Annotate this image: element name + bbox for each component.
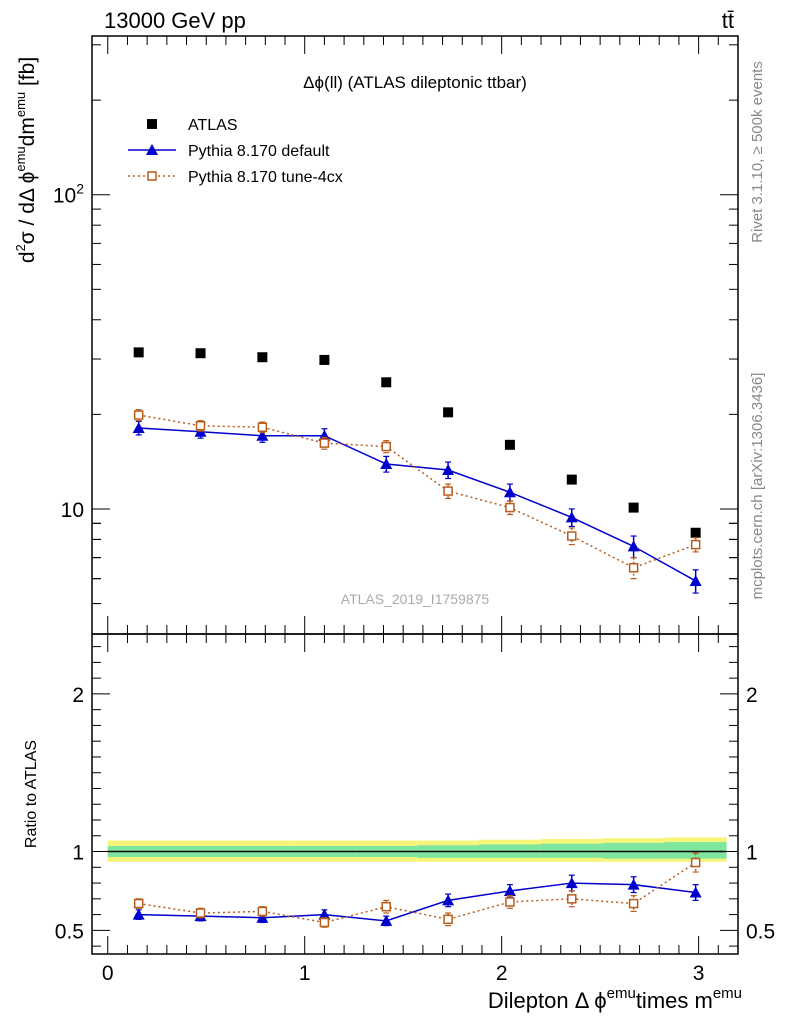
pythia-8-170-tune-4cx-point — [133, 410, 144, 420]
atlas-point — [257, 352, 268, 363]
ratio-y-axis-label: Ratio to ATLAS — [23, 740, 40, 848]
ratio-pythia-8-170-default-point — [689, 886, 702, 898]
ratio-pythia-8-170-default-point — [503, 884, 516, 896]
legend-label: Pythia 8.170 tune-4cx — [188, 169, 343, 186]
pythia-8-170-tune-4cx-point — [257, 422, 268, 432]
y-tick-label: 102 — [53, 181, 84, 208]
ratio-pythia-8-170-tune-4cx-point — [133, 898, 144, 909]
ratio-pythia-8-170-default-line — [138, 882, 696, 922]
pythia-8-170-tune-4cx-point — [195, 420, 206, 431]
legend-marker — [147, 119, 157, 129]
pythia-8-170-default-point — [565, 511, 578, 523]
x-tick-label: 1 — [299, 962, 311, 985]
ratio-y-tick-label-left: 1 — [72, 842, 84, 865]
rivet-version-label: Rivet 3.1.10, ≥ 500k events — [749, 61, 766, 243]
ratio-pythia-8-170-tune-4cx-point — [628, 898, 639, 909]
atlas-point — [443, 407, 454, 418]
atlas-point — [133, 347, 144, 358]
pythia-8-170-default-point — [689, 574, 702, 586]
atlas-point — [504, 439, 515, 450]
pythia-8-170-default-point — [380, 458, 393, 470]
ratio-y-tick-label-left: 2 — [72, 684, 84, 707]
ratio-y-tick-label-right: 2 — [746, 684, 758, 707]
legend: ATLAS Pythia 8.170 default Pythia 8.170 tu… — [128, 117, 343, 186]
main-y-tick-labels: 10 102 — [53, 181, 84, 522]
x-tick-label: 2 — [496, 962, 508, 985]
pythia-8-170-tune-4cx-point — [690, 539, 701, 550]
ratio-tick-labels: 0.5 0.5 1 1 2 2 0 1 2 3 — [55, 684, 775, 985]
ratio-pythia-8-170-tune-4cx-point — [257, 906, 268, 917]
pythia-8-170-default-line — [138, 427, 697, 582]
ratio-pythia-8-170-default-point — [380, 914, 393, 926]
x-tick-label: 0 — [102, 962, 114, 985]
ratio-y-tick-label-right: 0.5 — [746, 920, 775, 943]
x-tick-label: 3 — [693, 962, 705, 985]
ratio-panel: 0.5 0.5 1 1 2 2 0 1 2 3 Ratio to ATLAS Dilepton Δ… — [23, 633, 775, 1013]
ratio-pythia-8-170-tune-4cx-point — [381, 901, 391, 912]
pythia-8-170-default-point — [627, 540, 640, 552]
atlas-point — [628, 502, 639, 513]
main-panel: 10 102 Δϕ(ll) (ATLAS dileptonic ttbar) AT… — [13, 35, 739, 635]
ratio-pythia-8-170-tune-4cx-line — [138, 861, 697, 924]
process-label: tt̄ — [722, 8, 734, 33]
inner-band — [540, 843, 603, 858]
pythia-8-170-tune-4cx-point — [567, 531, 577, 541]
legend-marker — [147, 171, 157, 181]
ratio-pythia-8-170-default-point — [132, 908, 145, 920]
ratio-pythia-8-170-tune-4cx-point — [195, 908, 206, 918]
uncertainty-bands — [107, 837, 727, 862]
ratio-y-tick-label-right: 1 — [746, 842, 758, 865]
pythia-8-170-tune-4cx-point — [628, 562, 639, 573]
ratio-pythia-8-170-default-point — [627, 878, 640, 890]
atlas-point — [566, 474, 577, 485]
legend-label: ATLAS — [188, 117, 238, 134]
ratio-pythia-8-170-default-point — [318, 908, 331, 920]
inner-band — [664, 842, 727, 859]
pythia-8-170-default-point — [318, 429, 331, 441]
pythia-8-170-tune-4cx-point — [505, 502, 515, 513]
y-tick-label: 10 — [61, 499, 84, 522]
ratio-panel-frame — [91, 633, 739, 955]
pythia-8-170-default-point — [256, 429, 269, 441]
mcplots-label: mcplots.cern.ch [arXiv:1306.3436] — [749, 373, 766, 600]
main-x-ticks — [107, 36, 719, 634]
main-series — [132, 347, 702, 594]
ratio-ticks — [92, 634, 738, 954]
pythia-8-170-default-point — [442, 464, 455, 476]
ratio-pythia-8-170-tune-4cx-point — [505, 897, 515, 907]
ratio-pythia-8-170-tune-4cx-point — [690, 857, 701, 868]
main-y-axis-label: d2σ / dΔ ϕemudmemu [fb] — [13, 57, 39, 263]
pythia-8-170-default-point — [503, 486, 516, 498]
atlas-point — [381, 377, 392, 388]
main-panel-title: Δϕ(ll) (ATLAS dileptonic ttbar) — [303, 73, 527, 92]
atlas-point — [690, 527, 701, 538]
ratio-y-tick-label-left: 0.5 — [55, 920, 84, 943]
pythia-8-170-tune-4cx-line — [138, 414, 696, 569]
energy-label: 13000 GeV pp — [104, 8, 246, 33]
pythia-8-170-tune-4cx-point — [319, 438, 330, 448]
atlas-point — [319, 354, 330, 365]
legend-marker — [146, 144, 158, 155]
ratio-pythia-8-170-default-point — [442, 894, 455, 906]
legend-label: Pythia 8.170 default — [188, 143, 330, 160]
ratio-pythia-8-170-tune-4cx-point — [567, 894, 577, 904]
pythia-8-170-default-point — [132, 421, 145, 433]
x-axis-label: Dilepton Δ ϕemutimes memu — [488, 985, 742, 1013]
pythia-8-170-tune-4cx-point — [443, 486, 453, 496]
ratio-pythia-8-170-tune-4cx-point — [443, 914, 453, 925]
ratio-series — [132, 852, 702, 928]
inner-band — [602, 842, 665, 859]
pythia-8-170-tune-4cx-point — [381, 441, 391, 452]
atlas-point — [195, 348, 206, 359]
ratio-pythia-8-170-default-point — [565, 877, 578, 889]
watermark: ATLAS_2019_I1759875 — [341, 591, 490, 607]
ratio-pythia-8-170-tune-4cx-point — [319, 917, 330, 928]
ratio-pythia-8-170-default-point — [256, 911, 269, 923]
